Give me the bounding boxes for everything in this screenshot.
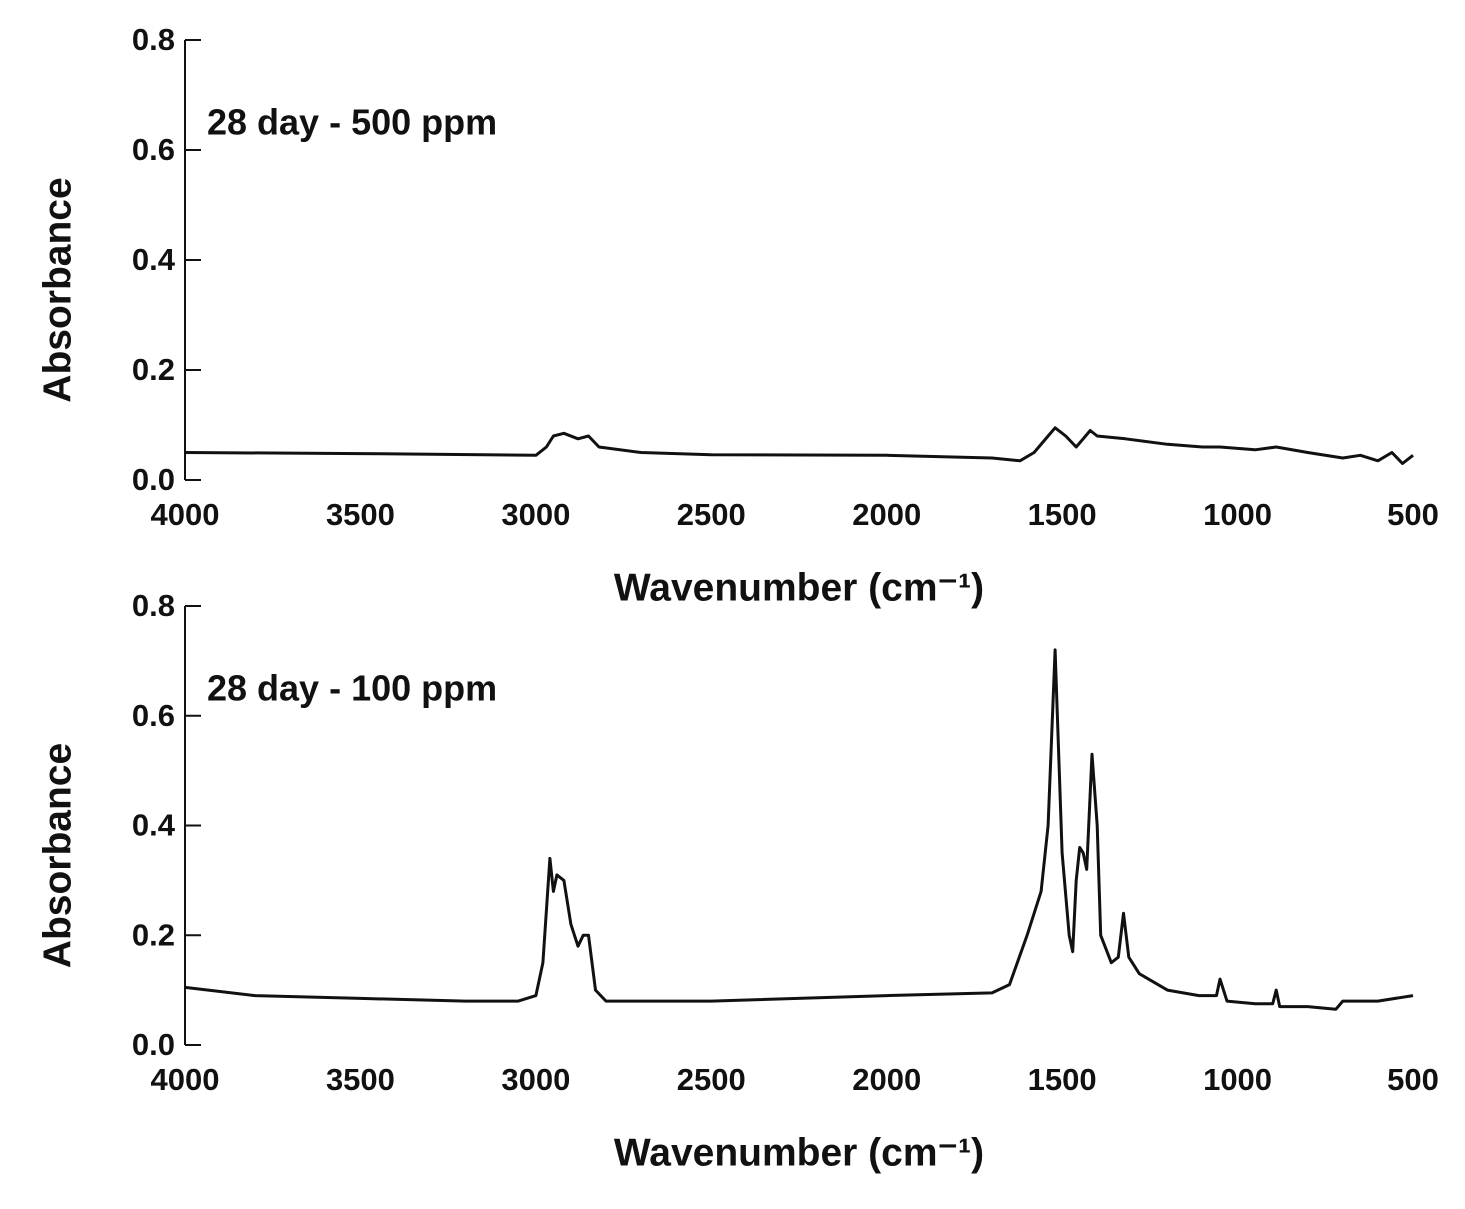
x-tick-label: 3000: [501, 1062, 570, 1097]
x-axis-label: Wavenumber (cm⁻¹): [614, 566, 984, 609]
y-tick-label: 0.4: [132, 808, 176, 843]
y-axis-label: Absorbance: [36, 177, 79, 402]
x-tick-label: 500: [1387, 497, 1439, 532]
y-tick-label: 0.8: [132, 588, 175, 623]
x-tick-label: 3500: [326, 1062, 395, 1097]
x-tick-label: 3500: [326, 497, 395, 532]
x-tick-label: 1500: [1028, 497, 1097, 532]
y-tick-label: 0.0: [132, 1027, 175, 1062]
x-tick-label: 4000: [151, 497, 220, 532]
y-tick-label: 0.6: [132, 698, 175, 733]
y-axis-label: Absorbance: [36, 743, 79, 968]
y-tick-label: 0.8: [132, 22, 175, 57]
spectrum-line: [184, 426, 1414, 465]
x-tick-label: 1000: [1203, 497, 1272, 532]
annotation: 28 day - 100 ppm: [207, 668, 497, 709]
x-tick-label: 1500: [1028, 1062, 1097, 1097]
x-tick-label: 1000: [1203, 1062, 1272, 1097]
y-tick-label: 0.6: [132, 132, 175, 167]
x-tick-label: 2000: [852, 497, 921, 532]
x-tick-label: 3000: [501, 497, 570, 532]
spectrum-line: [184, 648, 1414, 1011]
y-tick-label: 0.2: [132, 352, 175, 387]
x-tick-label: 2500: [677, 497, 746, 532]
x-axis-label: Wavenumber (cm⁻¹): [614, 1131, 984, 1174]
x-tick-label: 2500: [677, 1062, 746, 1097]
annotation: 28 day - 500 ppm: [207, 102, 497, 143]
y-tick-label: 0.4: [132, 242, 176, 277]
y-tick-label: 0.2: [132, 917, 175, 952]
x-tick-label: 4000: [151, 1062, 220, 1097]
x-tick-label: 2000: [852, 1062, 921, 1097]
y-tick-label: 0.0: [132, 462, 175, 497]
x-tick-label: 500: [1387, 1062, 1439, 1097]
